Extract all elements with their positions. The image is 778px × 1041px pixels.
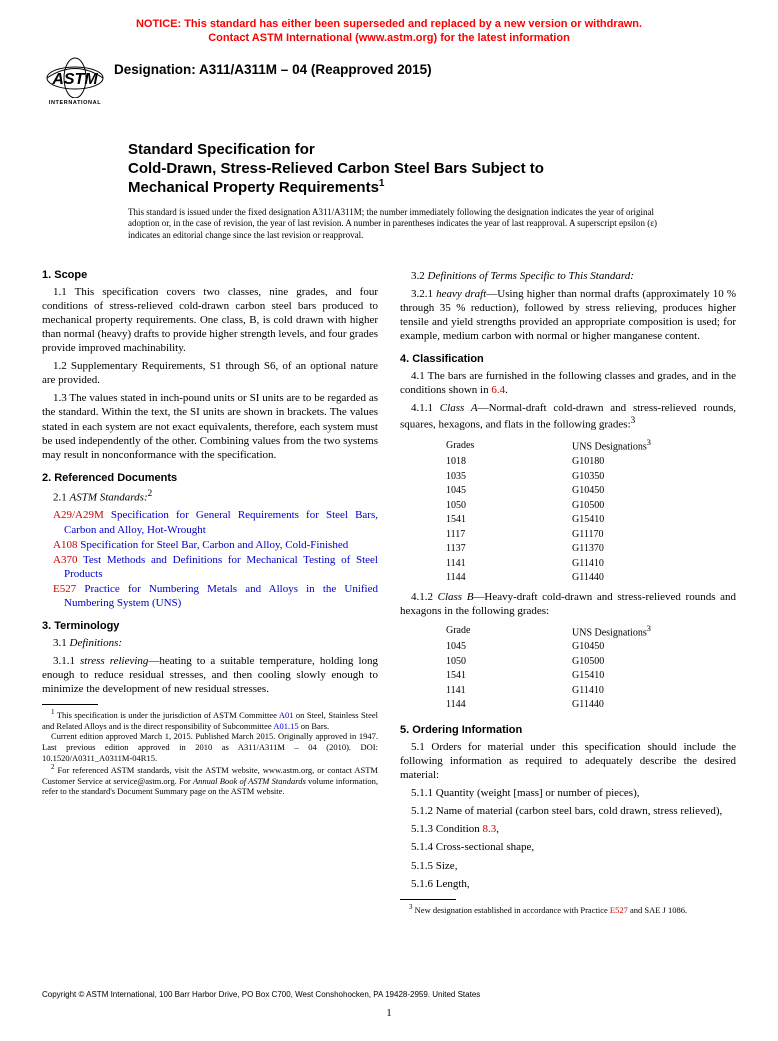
ref-e527[interactable]: E527 Practice for Numbering Metals and A… [42, 582, 378, 610]
p-3-2: 3.2 Definitions of Terms Specific to Thi… [400, 269, 736, 283]
right-column: 3.2 Definitions of Terms Specific to Thi… [400, 259, 736, 915]
p-1-2: 1.2 Supplementary Requirements, S1 throu… [42, 359, 378, 387]
title-line3: Mechanical Property Requirements1 [128, 178, 736, 197]
p-3-2-1: 3.2.1 heavy draft—Using higher than norm… [400, 287, 736, 343]
terminology-head: 3. Terminology [42, 620, 378, 632]
table-a-body: 1018G10180 1035G103501045G10450 1050G10500… [446, 456, 651, 585]
p-5-1-2: 5.1.2 Name of material (carbon steel bar… [400, 804, 736, 818]
p-2-1: 2.1 ASTM Standards:2 [42, 488, 378, 505]
notice-banner: NOTICE: This standard has either been su… [42, 18, 736, 46]
p-5-1-3: 5.1.3 Condition 8.3, [400, 822, 736, 836]
notice-line1: NOTICE: This standard has either been su… [136, 18, 642, 30]
table-row: 1035G10350 [446, 471, 651, 484]
header: ASTM INTERNATIONAL Designation: A311/A31… [42, 56, 736, 106]
copyright: Copyright © ASTM International, 100 Barr… [42, 990, 480, 999]
p-4-1-1: 4.1.1 Class A—Normal-draft cold-drawn an… [400, 401, 736, 432]
table-row: 1141G11410 [446, 685, 651, 698]
table-row: 1045G10450 [446, 485, 651, 498]
table-row: 1050G10500 [446, 656, 651, 669]
footnote-2: 2 For referenced ASTM standards, visit t… [42, 763, 378, 797]
issued-note: This standard is issued under the fixed … [128, 207, 684, 241]
footnote-rule-right [400, 899, 456, 900]
title-line2: Cold-Drawn, Stress-Relieved Carbon Steel… [128, 159, 736, 178]
title-block: Standard Specification for Cold-Drawn, S… [128, 140, 736, 198]
table-row: 1018G10180 [446, 456, 651, 469]
logo-org-text: INTERNATIONAL [42, 100, 108, 106]
table-row: 1045G10450 [446, 641, 651, 654]
classification-head: 4. Classification [400, 353, 736, 365]
table-row: 1137G11370 [446, 543, 651, 556]
table-row: 1117G11170 [446, 529, 651, 542]
table-row: 1541G15410 [446, 670, 651, 683]
table-row: 1541G15410 [446, 514, 651, 527]
ref-a108[interactable]: A108 Specification for Steel Bar, Carbon… [42, 538, 378, 552]
scope-head: 1. Scope [42, 269, 378, 281]
page-number: 1 [0, 1007, 778, 1019]
footnote-rule-left [42, 704, 98, 705]
p-3-1: 3.1 Definitions: [42, 636, 378, 650]
left-column: 1. Scope 1.1 This specification covers t… [42, 259, 378, 915]
p-5-1-4: 5.1.4 Cross-sectional shape, [400, 840, 736, 854]
footnote-3: 3 New designation established in accorda… [400, 903, 736, 915]
p-5-1-5: 5.1.5 Size, [400, 859, 736, 873]
p-4-1-2: 4.1.2 Class B—Heavy-draft cold-drawn and… [400, 590, 736, 618]
footnote-1b: Current edition approved March 1, 2015. … [42, 731, 378, 763]
p-5-1-6: 5.1.6 Length, [400, 877, 736, 891]
ref-a29[interactable]: A29/A29M Specification for General Requi… [42, 508, 378, 536]
p-5-1-1: 5.1.1 Quantity (weight [mass] or number … [400, 786, 736, 800]
grades-table-b: GradeUNS Designations3 1045G104501050G10… [444, 622, 653, 714]
p-1-1: 1.1 This specification covers two classe… [42, 285, 378, 355]
table-row: 1050G10500 [446, 500, 651, 513]
svg-text:ASTM: ASTM [51, 71, 98, 88]
designation: Designation: A311/A311M – 04 (Reapproved… [114, 62, 432, 77]
p-5-1: 5.1 Orders for material under this speci… [400, 740, 736, 782]
title-line1: Standard Specification for [128, 140, 736, 159]
p-3-1-1: 3.1.1 stress relieving—heating to a suit… [42, 654, 378, 696]
ordering-head: 5. Ordering Information [400, 724, 736, 736]
p-1-3: 1.3 The values stated in inch-pound unit… [42, 391, 378, 461]
grades-table-a: GradesUNS Designations3 1018G101801035G1… [444, 436, 653, 586]
p-4-1: 4.1 The bars are furnished in the follow… [400, 369, 736, 397]
notice-line2: Contact ASTM International (www.astm.org… [208, 32, 570, 44]
refdocs-head: 2. Referenced Documents [42, 472, 378, 484]
content-columns: 1. Scope 1.1 This specification covers t… [42, 259, 736, 915]
ref-a370[interactable]: A370 Test Methods and Definitions for Me… [42, 553, 378, 581]
table-b-body: 1045G10450 1050G105001541G15410 1141G11410… [446, 641, 651, 712]
astm-logo: ASTM INTERNATIONAL [42, 56, 108, 106]
table-row: 1144G11440 [446, 699, 651, 712]
table-row: 1141G11410 [446, 558, 651, 571]
table-row: 1144G11440 [446, 572, 651, 585]
footnote-1: 1 This specification is under the jurisd… [42, 708, 378, 731]
